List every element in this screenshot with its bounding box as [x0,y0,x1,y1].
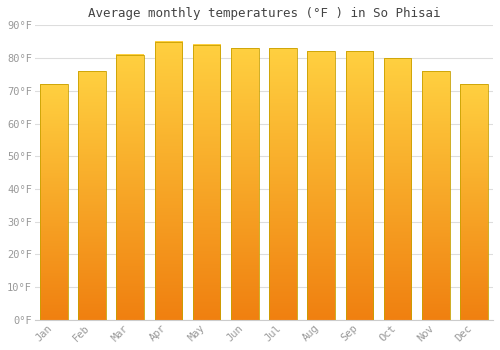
Bar [231,48,258,320]
Bar [384,58,411,320]
Bar [460,84,487,320]
Bar [78,71,106,320]
Bar [308,51,335,320]
Bar [422,71,450,320]
Bar [193,45,220,320]
Bar [40,84,68,320]
Bar [346,51,373,320]
Bar [269,48,296,320]
Bar [116,55,144,320]
Bar [154,42,182,320]
Title: Average monthly temperatures (°F ) in So Phisai: Average monthly temperatures (°F ) in So… [88,7,440,20]
